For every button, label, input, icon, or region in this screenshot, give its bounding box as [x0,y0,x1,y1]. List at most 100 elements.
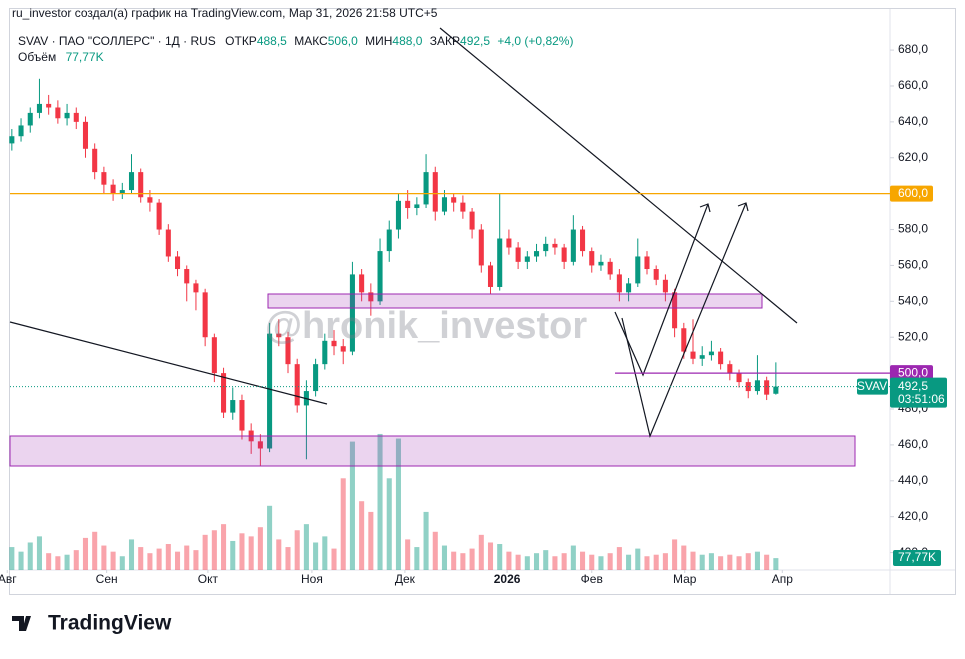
volume-bar [635,548,641,570]
volume-bar [359,501,365,570]
volume-bar [626,554,632,570]
y-tick-label: 540,0 [898,294,928,308]
volume-bar [18,551,24,570]
candle-body [138,172,144,198]
candle-body [82,121,89,149]
candle-body [340,346,346,352]
label: ОТКР [225,34,257,48]
volume-bar [73,550,79,570]
volume-bar [441,545,448,570]
attribution: ru_investor создал(а) график на TradingV… [12,6,438,20]
path-arrow [614,203,709,377]
volume-bar [524,556,530,570]
logo: TradingView [12,612,172,635]
volume-bar [543,550,549,570]
volume-bar [64,554,70,570]
candle-body [607,261,613,275]
arrow-head [699,203,711,213]
path-arrow [621,202,747,438]
x-tick-label: Авг [0,572,17,586]
candle-body [736,373,742,383]
y-tick-label: 440,0 [898,473,928,487]
candle-body [727,364,733,374]
volume-bar [313,542,319,570]
candle-body [515,247,521,262]
x-tick-label: Сен [96,572,118,586]
volume-bar [616,547,622,570]
zone [9,435,856,467]
candle-body [165,229,171,257]
volume-bar [386,478,392,570]
candle-body [92,148,98,173]
volume-bar [27,542,33,570]
candle-body [313,364,319,392]
candle-body [27,112,33,126]
volume-bar [414,547,420,570]
candle-body [294,364,300,406]
candle-body [267,333,273,449]
x-tick-label: Фев [581,572,603,586]
candle-body [110,184,116,194]
watermark: @hronik_investor [265,305,587,347]
label: ЗАКР [430,34,460,48]
candle-body [754,380,760,392]
x-tick-label: Окт [198,572,219,586]
volume-bar [165,544,171,570]
candle-body [635,256,641,284]
candle-body [478,229,484,266]
volume-bar [580,551,586,570]
volume-bar [9,547,15,570]
volume-bar [156,548,162,570]
candle-body [55,107,61,119]
candle-body [451,197,457,203]
volume-bar [119,556,125,570]
candle-body [441,197,448,212]
volume-bar [128,539,135,570]
volume-bar [506,551,512,570]
volume-bar [211,530,217,570]
candle-body [230,400,236,413]
legend-volume: Объём 77,77K [18,50,104,64]
x-tick-label: Апр [772,572,794,586]
volume-bar [202,534,208,570]
y-tick-label: 460,0 [898,437,928,451]
volume-bar [147,553,153,570]
candle-body [257,441,263,449]
candle-body [524,256,530,262]
volume-bar [653,554,659,570]
y-tick-label: 680,0 [898,42,928,56]
label: МИН [365,34,392,48]
logo-icon [12,616,31,631]
brand: TradingView [48,612,172,635]
candle-body [533,251,540,257]
candle-body [616,274,622,293]
volume-bar [552,556,558,570]
candle-body [543,243,549,252]
candle-body [101,172,107,185]
candle-body [128,172,135,191]
volume-bar [92,531,98,570]
symbol-badge [857,378,888,395]
volume-bar [349,441,355,570]
candle-body [626,283,632,293]
candle-body [460,202,466,212]
volume-bar [423,511,429,570]
change: +4,0 (+0,82%) [497,34,573,48]
candle-body [589,251,595,266]
volume-bar [736,556,742,570]
volume-label: 77,77K [898,550,936,564]
volume-bar [55,556,61,570]
candle-body [653,269,659,280]
zone [267,293,763,309]
volume-badge [893,550,941,566]
candle-body [36,103,42,113]
level-label: 500,0 [898,365,928,379]
volume-bar [368,511,374,570]
y-tick-label: 420,0 [898,509,928,523]
volume-bar [727,554,733,570]
volume-bar [276,539,282,570]
candle-body [147,197,153,203]
volume-bar [221,524,227,570]
volume-bar [598,556,604,570]
